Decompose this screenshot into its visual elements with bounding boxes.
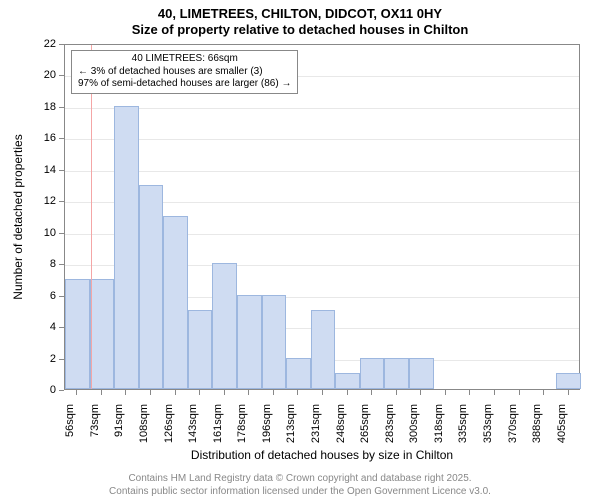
- bar: [139, 185, 164, 389]
- ytick-label: 6: [50, 290, 56, 302]
- xtick-label: 335sqm: [457, 404, 469, 464]
- title-line-2: Size of property relative to detached ho…: [0, 22, 600, 38]
- xtick-label: 283sqm: [384, 404, 396, 464]
- ytick-mark: [59, 296, 64, 297]
- bar: [384, 358, 409, 389]
- bar: [90, 279, 115, 389]
- ytick-label: 22: [44, 38, 56, 50]
- ytick-label: 4: [50, 321, 56, 333]
- bar: [237, 295, 262, 389]
- legend-line-3: 97% of semi-detached houses are larger (…: [78, 78, 291, 91]
- xtick-mark: [396, 390, 397, 395]
- ytick-label: 20: [44, 69, 56, 81]
- xtick-mark: [273, 390, 274, 395]
- legend-box: 40 LIMETREES: 66sqm← 3% of detached hous…: [71, 50, 298, 94]
- xtick-mark: [543, 390, 544, 395]
- ytick-mark: [59, 359, 64, 360]
- xtick-label: 161sqm: [212, 404, 224, 464]
- ytick-mark: [59, 327, 64, 328]
- gridline-h: [65, 171, 579, 172]
- bar: [556, 373, 581, 389]
- bar: [114, 106, 139, 389]
- bar: [335, 373, 360, 389]
- ytick-mark: [59, 107, 64, 108]
- subject-marker-line: [91, 45, 92, 389]
- bar: [311, 310, 336, 389]
- xtick-label: 143sqm: [187, 404, 199, 464]
- xtick-label: 126sqm: [163, 404, 175, 464]
- xtick-label: 91sqm: [113, 404, 125, 464]
- bar: [360, 358, 385, 389]
- bar: [212, 263, 237, 389]
- ytick-mark: [59, 264, 64, 265]
- ytick-label: 0: [50, 384, 56, 396]
- ytick-label: 10: [44, 227, 56, 239]
- bar: [409, 358, 434, 389]
- xtick-label: 300sqm: [408, 404, 420, 464]
- xtick-label: 56sqm: [64, 404, 76, 464]
- xtick-mark: [469, 390, 470, 395]
- ytick-label: 8: [50, 258, 56, 270]
- ytick-label: 2: [50, 353, 56, 365]
- xtick-label: 388sqm: [531, 404, 543, 464]
- ytick-mark: [59, 75, 64, 76]
- bar: [286, 358, 311, 389]
- xtick-mark: [150, 390, 151, 395]
- ytick-mark: [59, 170, 64, 171]
- xtick-mark: [199, 390, 200, 395]
- xtick-mark: [175, 390, 176, 395]
- title-line-1: 40, LIMETREES, CHILTON, DIDCOT, OX11 0HY: [0, 6, 600, 22]
- y-axis-label: Number of detached properties: [11, 44, 25, 390]
- xtick-mark: [297, 390, 298, 395]
- gridline-h: [65, 139, 579, 140]
- xtick-mark: [125, 390, 126, 395]
- ytick-mark: [59, 233, 64, 234]
- xtick-mark: [371, 390, 372, 395]
- xtick-mark: [420, 390, 421, 395]
- xtick-label: 178sqm: [236, 404, 248, 464]
- chart-title: 40, LIMETREES, CHILTON, DIDCOT, OX11 0HY…: [0, 0, 600, 39]
- bar: [65, 279, 90, 389]
- xtick-label: 248sqm: [335, 404, 347, 464]
- xtick-label: 353sqm: [482, 404, 494, 464]
- xtick-mark: [101, 390, 102, 395]
- ytick-label: 14: [44, 164, 56, 176]
- xtick-label: 265sqm: [359, 404, 371, 464]
- xtick-label: 370sqm: [507, 404, 519, 464]
- xtick-label: 213sqm: [285, 404, 297, 464]
- xtick-label: 405sqm: [556, 404, 568, 464]
- ytick-label: 16: [44, 132, 56, 144]
- bar: [262, 295, 287, 389]
- xtick-mark: [445, 390, 446, 395]
- footer-attribution: Contains HM Land Registry data © Crown c…: [0, 473, 600, 498]
- ytick-label: 12: [44, 195, 56, 207]
- xtick-mark: [248, 390, 249, 395]
- legend-line-1: 40 LIMETREES: 66sqm: [78, 53, 291, 66]
- xtick-label: 196sqm: [261, 404, 273, 464]
- bar: [163, 216, 188, 389]
- legend-line-2: ← 3% of detached houses are smaller (3): [78, 66, 291, 79]
- xtick-mark: [347, 390, 348, 395]
- ytick-label: 18: [44, 101, 56, 113]
- xtick-label: 73sqm: [89, 404, 101, 464]
- plot-frame: 40 LIMETREES: 66sqm← 3% of detached hous…: [64, 44, 580, 390]
- xtick-mark: [322, 390, 323, 395]
- xtick-mark: [494, 390, 495, 395]
- xtick-label: 231sqm: [310, 404, 322, 464]
- ytick-mark: [59, 44, 64, 45]
- ytick-mark: [59, 390, 64, 391]
- xtick-label: 318sqm: [433, 404, 445, 464]
- footer-line-2: Contains public sector information licen…: [0, 486, 600, 499]
- ytick-mark: [59, 201, 64, 202]
- plot-area: 40 LIMETREES: 66sqm← 3% of detached hous…: [64, 44, 580, 390]
- xtick-label: 108sqm: [138, 404, 150, 464]
- xtick-mark: [76, 390, 77, 395]
- xtick-mark: [568, 390, 569, 395]
- gridline-h: [65, 108, 579, 109]
- footer-line-1: Contains HM Land Registry data © Crown c…: [0, 473, 600, 486]
- bar: [188, 310, 213, 389]
- ytick-mark: [59, 138, 64, 139]
- xtick-mark: [224, 390, 225, 395]
- xtick-mark: [519, 390, 520, 395]
